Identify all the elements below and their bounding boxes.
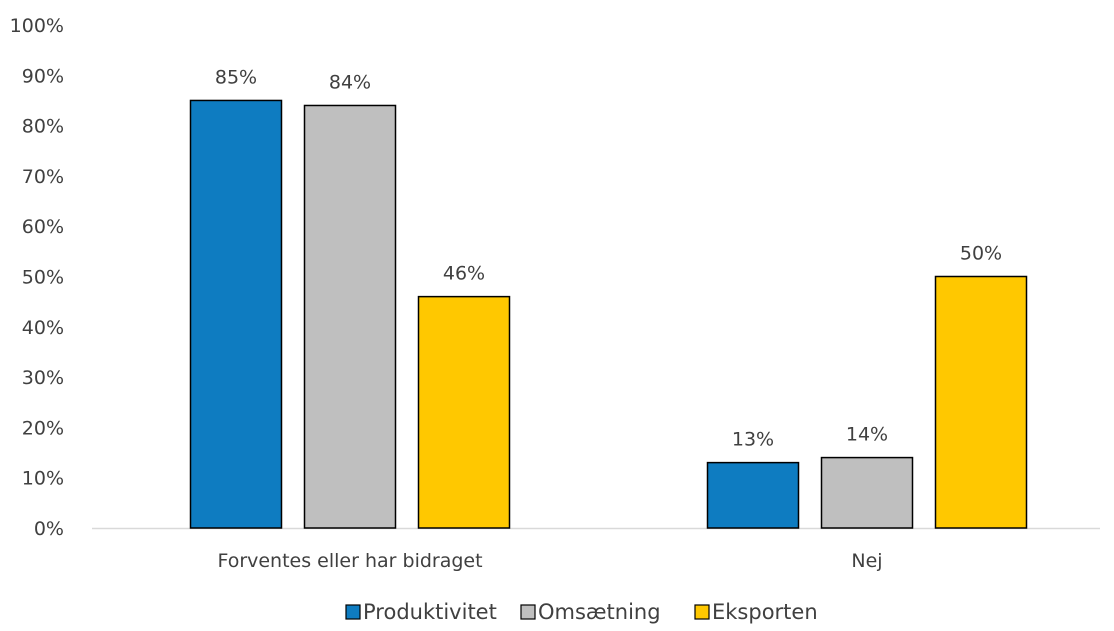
y-tick-label: 80% bbox=[22, 116, 64, 138]
y-tick-label: 40% bbox=[22, 317, 64, 339]
legend-swatch bbox=[694, 604, 710, 620]
y-tick-label: 100% bbox=[10, 15, 64, 37]
y-tick-label: 10% bbox=[22, 468, 64, 490]
y-tick-label: 90% bbox=[22, 65, 64, 87]
legend-label: Eksporten bbox=[712, 600, 818, 624]
legend-swatch bbox=[520, 604, 536, 620]
bar bbox=[706, 461, 800, 529]
legend: Produktivitet Omsætning Eksporten bbox=[345, 600, 818, 624]
bar bbox=[303, 104, 397, 529]
data-label: 46% bbox=[443, 263, 485, 285]
legend-label: Produktivitet bbox=[363, 600, 497, 624]
y-tick-label: 50% bbox=[22, 267, 64, 289]
y-tick-label: 0% bbox=[34, 518, 64, 540]
bar bbox=[417, 295, 511, 529]
data-labels-group: 85% 13% 84% 14% 46% 50% bbox=[215, 66, 1002, 450]
category-label: Nej bbox=[851, 550, 882, 572]
y-tick-label: 60% bbox=[22, 216, 64, 238]
bar bbox=[189, 99, 283, 529]
bar bbox=[934, 275, 1028, 529]
y-axis: 0% 10% 20% 30% 40% 50% 60% 70% 80% 90% 100% bbox=[10, 15, 64, 540]
data-label: 13% bbox=[732, 429, 774, 451]
legend-label: Omsætning bbox=[538, 600, 661, 624]
y-tick-label: 30% bbox=[22, 367, 64, 389]
data-label: 85% bbox=[215, 66, 257, 88]
data-label: 50% bbox=[960, 243, 1002, 265]
y-tick-label: 20% bbox=[22, 417, 64, 439]
data-label: 84% bbox=[329, 71, 371, 93]
bars-group bbox=[189, 99, 1028, 529]
legend-swatch bbox=[345, 604, 361, 620]
data-label: 14% bbox=[846, 424, 888, 446]
bar bbox=[820, 456, 914, 529]
x-axis: Forventes eller har bidraget Nej bbox=[92, 527, 1100, 572]
category-label: Forventes eller har bidraget bbox=[217, 550, 482, 572]
y-tick-label: 70% bbox=[22, 166, 64, 188]
